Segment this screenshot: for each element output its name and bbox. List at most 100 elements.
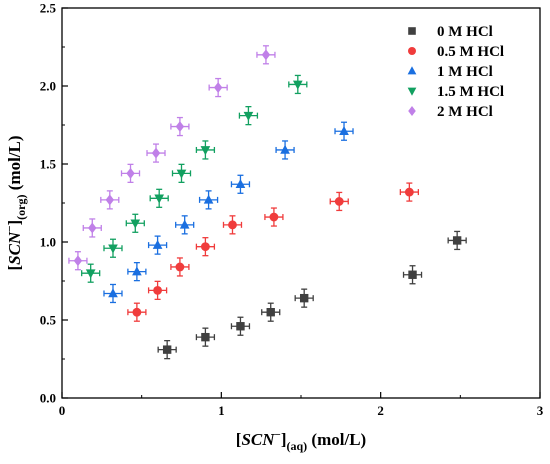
data-point <box>147 235 168 255</box>
data-marker <box>266 308 275 317</box>
data-point <box>149 188 169 208</box>
data-point <box>146 143 166 163</box>
data-marker <box>292 80 303 90</box>
legend-marker <box>407 87 417 96</box>
data-marker <box>228 220 237 230</box>
data-marker <box>85 269 96 279</box>
data-marker <box>88 222 97 234</box>
data-marker <box>152 239 163 249</box>
data-marker <box>175 121 185 133</box>
data-marker <box>73 255 83 267</box>
data-marker <box>261 49 271 61</box>
series-2 <box>127 182 419 322</box>
legend-item: 0 M HCl <box>408 24 493 40</box>
data-point <box>198 190 219 210</box>
data-point <box>329 191 349 212</box>
data-marker <box>201 332 210 342</box>
data-point <box>100 190 120 210</box>
data-marker <box>130 219 141 229</box>
legend-label: 0 M HCl <box>437 24 493 40</box>
x-tick-label: 0 <box>59 403 66 418</box>
data-marker <box>175 262 185 272</box>
legend-item: 1.5 M HCl <box>407 84 504 100</box>
data-point <box>264 207 284 227</box>
data-markers <box>68 45 467 360</box>
legend-item: 0.5 M HCl <box>408 44 504 60</box>
y-tick-label: 2.0 <box>40 79 56 94</box>
legend-label: 1.5 M HCl <box>437 84 504 100</box>
data-marker <box>269 212 279 222</box>
data-marker <box>280 144 290 154</box>
data-point <box>230 316 251 336</box>
legend-item: 2 M HCl <box>408 104 493 120</box>
legend-marker <box>407 66 417 75</box>
series-3 <box>103 121 354 304</box>
data-marker <box>151 147 161 159</box>
data-marker <box>132 307 142 317</box>
data-marker <box>299 293 309 303</box>
data-marker <box>108 288 118 298</box>
x-tick-label: 2 <box>377 403 384 418</box>
x-axis-title: [SCN−](aq) (mol/L) <box>236 429 366 453</box>
data-point <box>170 257 190 277</box>
data-point <box>127 302 147 322</box>
data-point <box>157 339 177 360</box>
data-point <box>195 327 216 347</box>
legend-marker <box>408 47 416 55</box>
x-axis: 0 1 2 3 <box>59 392 544 418</box>
legend: 0 M HCl 0.5 M HCl 1 M HCl 1.5 M HCl 2 M HCl <box>407 24 504 120</box>
data-marker <box>404 187 414 197</box>
y-axis-title: [SCN−](org) (mol/L) <box>4 135 28 270</box>
data-marker <box>126 167 135 179</box>
data-marker <box>235 179 246 189</box>
data-marker <box>203 194 214 204</box>
data-point <box>256 45 276 65</box>
data-marker <box>108 244 118 254</box>
legend-marker <box>408 106 416 116</box>
data-point <box>147 280 168 301</box>
data-point <box>82 218 102 238</box>
data-point <box>334 121 354 141</box>
data-marker <box>236 322 245 331</box>
data-point <box>230 174 251 194</box>
data-point <box>261 302 281 322</box>
data-marker <box>105 194 114 206</box>
x-tick-label: 3 <box>537 403 544 418</box>
data-point <box>238 105 259 126</box>
data-point <box>81 263 101 283</box>
legend-item: 1 M HCl <box>407 64 493 80</box>
data-marker <box>213 82 223 94</box>
data-point <box>103 238 123 258</box>
legend-label: 2 M HCl <box>437 104 493 120</box>
data-marker <box>200 146 211 156</box>
y-tick-label: 0.5 <box>40 313 57 328</box>
data-marker <box>132 266 142 276</box>
y-tick-label: 1.5 <box>40 157 57 172</box>
series-4 <box>81 74 308 283</box>
data-point <box>171 163 192 184</box>
y-axis: 0.0 0.5 1.0 1.5 2.0 2.5 <box>40 1 68 406</box>
x-tick-label: 1 <box>218 403 225 418</box>
series-1 <box>157 230 467 360</box>
data-marker <box>200 242 210 252</box>
plot-area: 0 1 2 3 0.0 0.5 1.0 1.5 2.0 2.5 <box>40 1 544 419</box>
legend-label: 1 M HCl <box>437 64 493 80</box>
data-marker <box>334 197 344 206</box>
data-point <box>120 163 141 184</box>
y-tick-label: 1.0 <box>40 235 56 250</box>
data-marker <box>176 169 187 179</box>
data-marker <box>179 219 190 229</box>
data-point <box>170 116 190 137</box>
data-point <box>127 261 147 282</box>
data-point <box>195 237 216 257</box>
data-point <box>208 77 228 98</box>
data-marker <box>153 285 163 295</box>
data-marker <box>162 345 172 354</box>
legend-marker <box>408 27 416 35</box>
data-point <box>275 140 295 160</box>
data-marker <box>339 125 349 136</box>
data-point <box>125 213 145 233</box>
data-point <box>288 74 308 95</box>
data-point <box>402 265 423 285</box>
